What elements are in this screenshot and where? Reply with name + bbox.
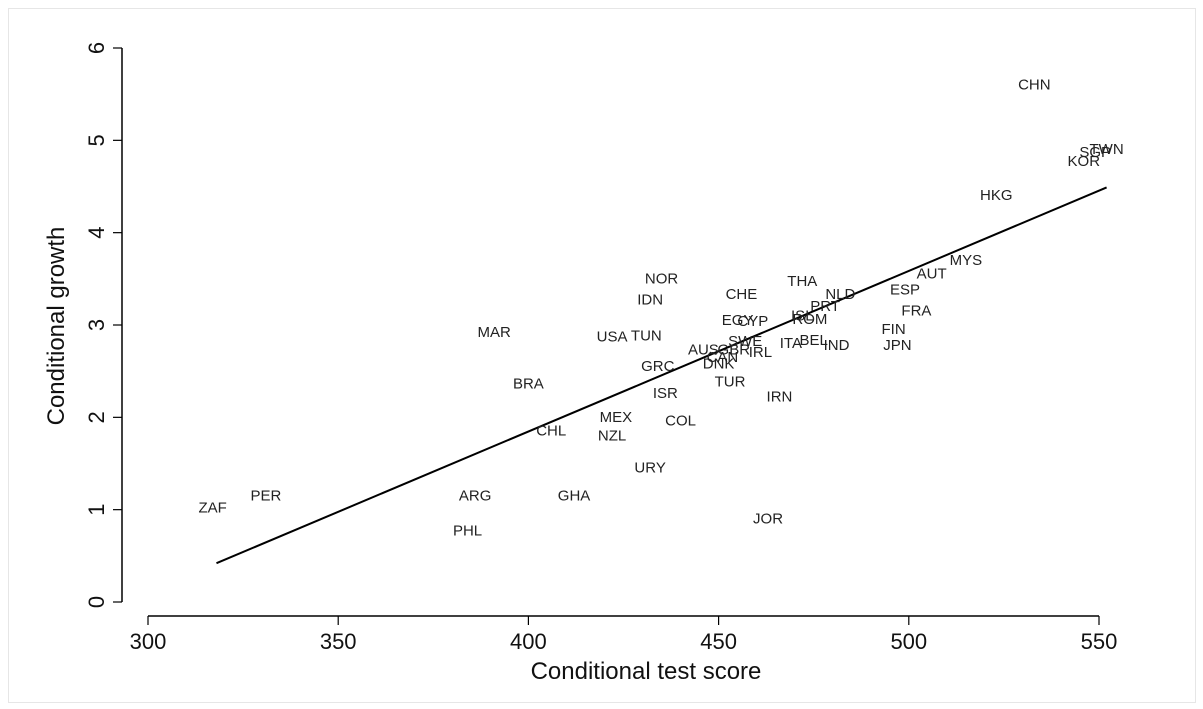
data-point-label: BRA (513, 376, 544, 393)
x-tick-label: 450 (700, 629, 737, 654)
data-point-label: FIN (881, 321, 905, 338)
data-point-label: FRA (901, 303, 931, 320)
y-tick-label: 2 (84, 411, 109, 423)
data-point-label: IRL (749, 344, 772, 361)
y-tick-label: 1 (84, 504, 109, 516)
data-point-label: SGP (1079, 144, 1111, 161)
y-tick-label: 3 (84, 319, 109, 331)
x-tick-label: 550 (1081, 629, 1118, 654)
data-point-label: NLD (825, 286, 855, 303)
data-point-label: EGY (722, 312, 754, 329)
data-point-label: IND (824, 337, 850, 354)
data-point-label: MAR (477, 324, 511, 341)
data-point-label: SWE (728, 333, 762, 350)
data-point-label: PRT (810, 298, 840, 315)
data-point-label: ZAF (198, 499, 226, 516)
data-point-label: CHN (1018, 76, 1051, 93)
data-point-label: URY (634, 460, 665, 477)
data-point-label: ITA (780, 335, 802, 352)
x-axis-title: Conditional test score (531, 658, 762, 685)
y-axis-title: Conditional growth (43, 227, 70, 426)
data-point-label: CAN (707, 349, 739, 366)
data-point-label: MEX (600, 409, 633, 426)
fit-line (216, 186, 1107, 565)
data-point-label: KOR (1068, 153, 1101, 170)
y-tick-label: 4 (84, 227, 109, 239)
data-point-label: GBR (718, 341, 751, 358)
data-point-label: USA (597, 329, 628, 346)
data-point-label: NOR (645, 270, 679, 287)
data-point-label: BEL (800, 332, 828, 349)
data-point-label: COL (665, 413, 696, 430)
data-point-label: JOR (753, 510, 783, 527)
data-point-label: JPN (883, 337, 911, 354)
x-tick-label: 500 (890, 629, 927, 654)
x-axis: 300 350 400 450 500 550 (130, 615, 1118, 654)
x-tick-label: 350 (320, 629, 357, 654)
y-axis: 0 1 2 3 4 5 6 (84, 42, 123, 608)
data-point-label: GHA (558, 487, 591, 504)
data-point-label: CHE (726, 286, 758, 303)
data-point-label: ROM (792, 311, 827, 328)
data-point-label: ARG (459, 487, 492, 504)
data-point-label: IDN (637, 292, 663, 309)
data-point-label: AUS (688, 341, 719, 358)
data-point-label: IRN (767, 389, 793, 406)
data-point-label: PER (251, 487, 282, 504)
data-point-label: TUN (631, 328, 662, 345)
data-point-label: NZL (598, 427, 626, 444)
data-point-label: TWN (1090, 141, 1124, 158)
data-point-label: MYS (950, 252, 983, 269)
chart-frame (8, 8, 1196, 703)
y-tick-label: 6 (84, 42, 109, 54)
data-point-label: ISR (653, 385, 678, 402)
y-tick-label: 5 (84, 134, 109, 146)
data-point-label: TUR (715, 374, 746, 391)
fit-line-group (216, 186, 1107, 565)
data-point-label: ISL (791, 307, 814, 324)
x-tick-label: 300 (130, 629, 167, 654)
data-point-label: GRC (641, 358, 675, 375)
data-point-label: DNK (703, 355, 735, 372)
data-point-label: ESP (890, 281, 920, 298)
data-point-label: HKG (980, 187, 1013, 204)
data-point-label: PHL (453, 522, 482, 539)
data-point-label: CHL (536, 423, 566, 440)
data-point-label: CYP (737, 313, 768, 330)
x-tick-label: 400 (510, 629, 547, 654)
data-point-label: AUT (917, 266, 947, 283)
y-tick-label: 0 (84, 596, 109, 608)
data-point-label: THA (787, 273, 817, 290)
country-labels: CHNTWNSGPKORHKGMYSAUTESPFRAFINJPNTHANLDP… (198, 76, 1123, 539)
